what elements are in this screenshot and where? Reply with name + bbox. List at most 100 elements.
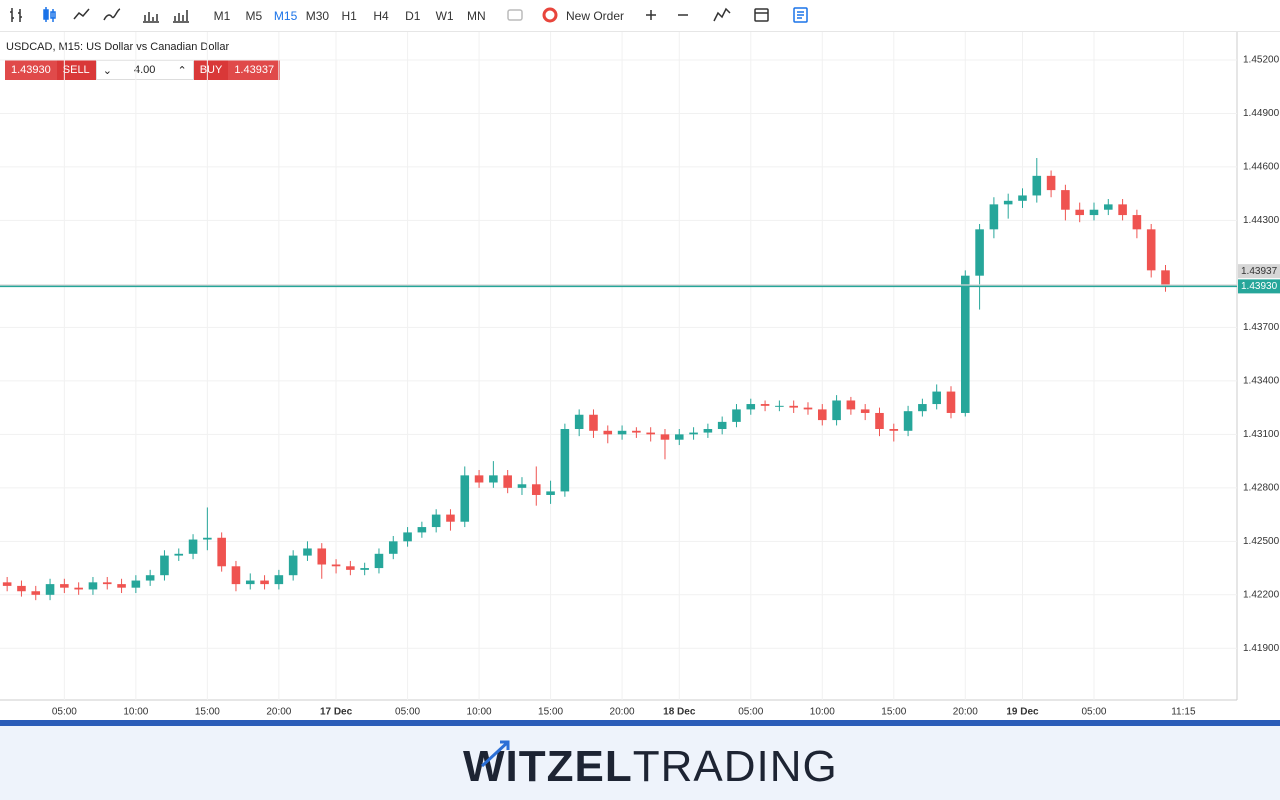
candle-body (360, 568, 369, 570)
candle-body (1146, 229, 1156, 271)
x-tick-label: 05:00 (738, 707, 763, 718)
new-order-button[interactable]: New Order (566, 9, 625, 23)
candle-body (603, 430, 613, 435)
candle-body (560, 429, 570, 492)
candle-body (102, 582, 112, 585)
candle-body (60, 584, 69, 588)
volume-field[interactable]: ⌄ 4.00 ⌃ (95, 60, 194, 80)
candle-body (832, 400, 841, 421)
candle-body (1018, 195, 1027, 201)
candle-body (1003, 200, 1013, 205)
timeframe-button[interactable]: M1 (213, 9, 231, 23)
sell-button[interactable]: SELL (56, 60, 96, 80)
x-tick-label: 10:00 (467, 707, 492, 718)
candle-body (174, 553, 184, 556)
candle-body (703, 429, 713, 433)
x-tick-label: 15:00 (538, 707, 563, 718)
trade-panel: 1.43930 SELL ⌄ 4.00 ⌃ BUY 1.43937 (5, 60, 281, 80)
y-tick-label: 1.42800 (1243, 482, 1280, 493)
candle-body (160, 555, 169, 576)
y-tick-label: 1.44300 (1243, 215, 1280, 226)
candle-body (446, 514, 455, 522)
candle-body (1104, 204, 1113, 210)
x-tick-label: 20:00 (610, 707, 635, 718)
candle-body (203, 537, 212, 540)
candle-body (1132, 215, 1142, 230)
candle-body (717, 421, 727, 430)
footer: WITZELTRADING (0, 726, 1280, 800)
y-tick-label: 1.43400 (1243, 376, 1280, 387)
timeframe-button[interactable]: H4 (373, 9, 389, 23)
sell-price[interactable]: 1.43930 (5, 60, 57, 80)
candle-body (303, 548, 312, 556)
timeframe-button[interactable]: M5 (245, 9, 263, 23)
y-tick-label: 1.42200 (1243, 589, 1280, 600)
candle-body (74, 587, 83, 590)
y-tick-label: 1.42500 (1243, 536, 1280, 547)
candle-body (817, 409, 827, 421)
x-tick-label: 19 Dec (1006, 707, 1039, 718)
candle-body (1046, 175, 1056, 191)
candle-body (875, 412, 884, 430)
timeframe-button[interactable]: W1 (435, 9, 454, 23)
candle-body (346, 566, 355, 570)
candle-body (660, 434, 670, 440)
candle-body (489, 475, 498, 483)
buy-button[interactable]: BUY (193, 60, 229, 80)
candle-body (946, 391, 956, 413)
candle-body (775, 405, 784, 407)
candle-body (546, 491, 555, 495)
timeframe-button[interactable]: MN (467, 9, 486, 23)
candle-body (1061, 190, 1070, 210)
volume[interactable]: 4.00 (133, 64, 156, 76)
candle-body (2, 582, 12, 586)
chevron: ⌃ (177, 64, 187, 77)
candle-body (474, 475, 484, 483)
candle-body (88, 582, 98, 590)
timeframe-button[interactable]: H1 (341, 9, 357, 23)
candle-body (245, 580, 255, 585)
candle-body (117, 584, 126, 588)
x-tick-label: 05:00 (1081, 707, 1106, 718)
candle-body (274, 575, 284, 585)
candle-body (803, 407, 813, 410)
chart: 1.41900 1.42200 1.42500 1.42800 1.43100 1.434… (0, 32, 1280, 718)
candle-body (574, 414, 584, 430)
candle-body (846, 400, 856, 410)
candle-body (217, 537, 226, 567)
buy-price[interactable]: 1.43937 (228, 60, 281, 80)
y-tick-label: 1.44600 (1243, 162, 1280, 173)
brand-bar (0, 720, 1280, 726)
chart-type-icons (10, 7, 189, 23)
candle-body (632, 430, 641, 433)
candle-body (231, 566, 241, 585)
y-tick-label: 1.43700 (1243, 322, 1280, 333)
candle-body (374, 553, 384, 569)
candle-body (431, 514, 441, 528)
chevron: ⌄ (102, 64, 112, 77)
candle-body (131, 580, 141, 588)
candle-body (903, 411, 913, 431)
brand-bold: WITZEL (463, 742, 633, 791)
toolbar-icons (507, 7, 808, 23)
x-tick-label: 15:00 (881, 707, 906, 718)
candle-body (617, 430, 627, 435)
candle-body (1075, 209, 1084, 216)
timeframe-button[interactable]: D1 (405, 9, 421, 23)
candle-body (1089, 209, 1099, 216)
timeframe-button[interactable]: M30 (305, 9, 330, 23)
brand-light: TRADING (632, 742, 838, 791)
candle-body (288, 555, 298, 576)
price-label-box (1238, 279, 1280, 294)
candle-body (932, 391, 941, 405)
candle-body (531, 484, 541, 495)
x-tick-label: 20:00 (953, 707, 978, 718)
candle-body (1161, 270, 1170, 287)
candle-body (260, 580, 269, 585)
x-tick-label: 10:00 (810, 707, 835, 718)
timeframe-button[interactable]: M15 (273, 9, 298, 23)
toolbar: New Order M1 M5 M15 M30 H1 H4 D1 W1 MN (0, 0, 1280, 32)
x-tick-label: 20:00 (266, 707, 291, 718)
candle-body (517, 484, 527, 488)
